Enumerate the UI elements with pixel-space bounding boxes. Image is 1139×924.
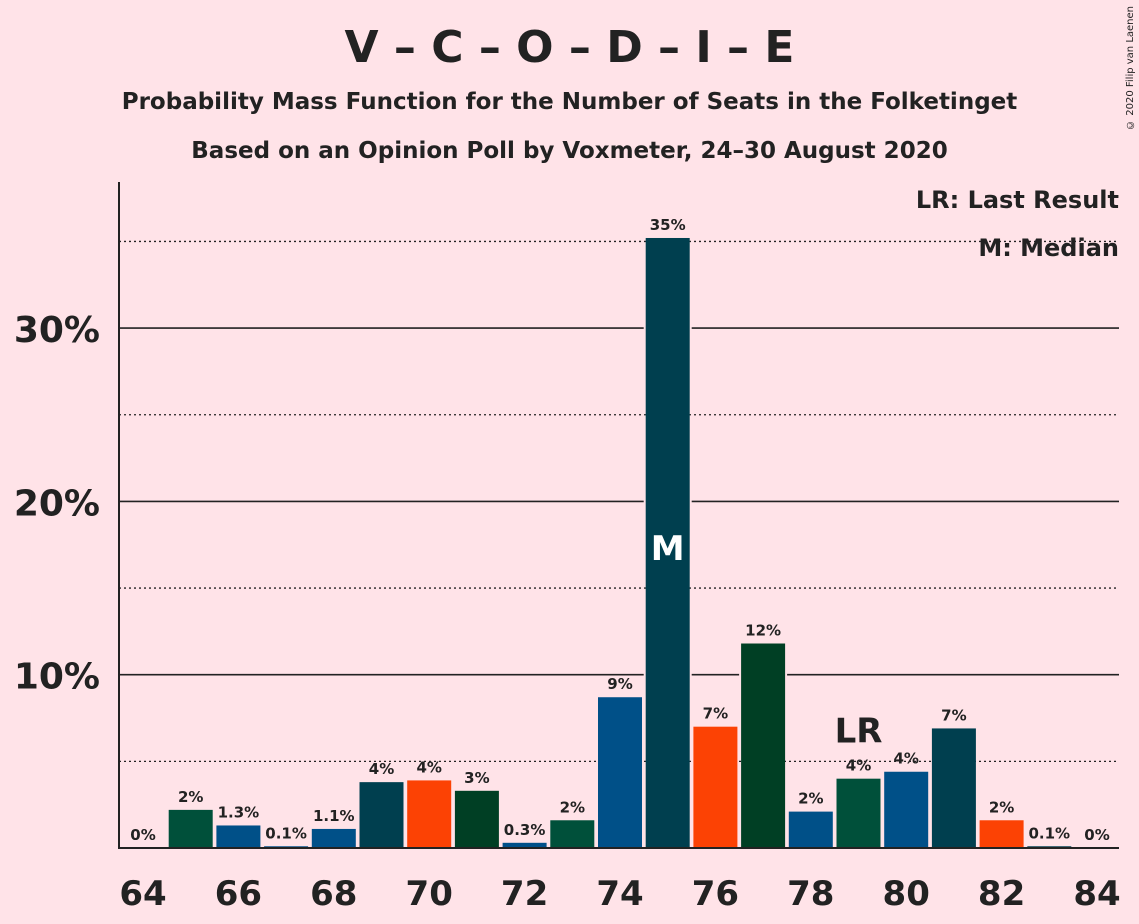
bar-seat-75 [645,237,690,848]
bar-seat-80 [884,771,929,848]
y-tick-label: 10% [14,657,100,698]
bar-seat-72 [502,842,547,848]
data-label-seat-71: 3% [464,769,489,787]
data-label-seat-76: 7% [703,705,728,723]
x-tick-label: 66 [215,874,262,914]
x-tick-label: 72 [501,874,548,914]
chart-subtitle-source: Based on an Opinion Poll by Voxmeter, 24… [191,138,948,164]
data-label-seat-80: 4% [893,750,918,768]
data-label-seat-65: 2% [178,788,203,806]
bar-seat-79 [836,778,881,848]
data-label-seat-69: 4% [369,760,394,778]
data-label-seat-81: 7% [941,706,966,724]
data-label-seat-67: 0.1% [265,824,307,842]
bar-seat-70 [407,780,452,848]
x-tick-label: 70 [406,874,453,914]
x-tick-label: 64 [119,874,166,914]
median-marker: M [651,529,685,569]
data-label-seat-79: 4% [846,757,871,775]
bar-seat-73 [550,820,595,848]
bar-seat-71 [454,790,499,848]
data-label-seat-83: 0.1% [1028,824,1070,842]
data-label-seat-78: 2% [798,790,823,808]
x-tick-label: 84 [1073,874,1120,914]
chart-title: V – C – O – D – I – E [344,22,795,73]
bar-seat-66 [216,825,261,848]
bar-seat-68 [311,828,356,848]
last-result-marker: LR [835,712,883,752]
data-label-seat-68: 1.1% [313,807,355,825]
bar-seat-82 [979,820,1024,848]
data-label-seat-74: 9% [607,675,632,693]
data-label-seat-66: 1.3% [218,803,260,821]
x-tick-label: 68 [310,874,357,914]
x-tick-label: 80 [883,874,930,914]
data-label-seat-70: 4% [416,758,441,776]
legend-last-result: LR: Last Result [915,186,1119,214]
y-tick-label: 20% [14,483,100,524]
legend-median: M: Median [978,234,1119,262]
bar-seat-77 [741,643,786,848]
data-label-seat-64: 0% [130,826,155,844]
bar-seat-69 [359,782,404,848]
x-tick-label: 78 [787,874,834,914]
x-tick-label: 82 [978,874,1025,914]
chart-subtitle: Probability Mass Function for the Number… [121,89,1018,115]
bar-seat-81 [931,728,976,848]
y-tick-label: 30% [14,310,100,351]
data-label-seat-72: 0.3% [504,821,546,839]
bar-seat-76 [693,726,738,848]
data-label-seat-77: 12% [745,622,781,640]
data-label-seat-82: 2% [989,798,1014,816]
data-label-seat-75: 35% [650,216,686,234]
bar-seat-74 [598,697,642,848]
x-tick-label: 76 [692,874,739,914]
bar-seat-78 [788,811,833,848]
x-tick-label: 74 [596,874,643,914]
data-label-seat-73: 2% [560,798,585,816]
bar-seat-65 [168,809,213,848]
data-label-seat-84: 0% [1084,826,1109,844]
